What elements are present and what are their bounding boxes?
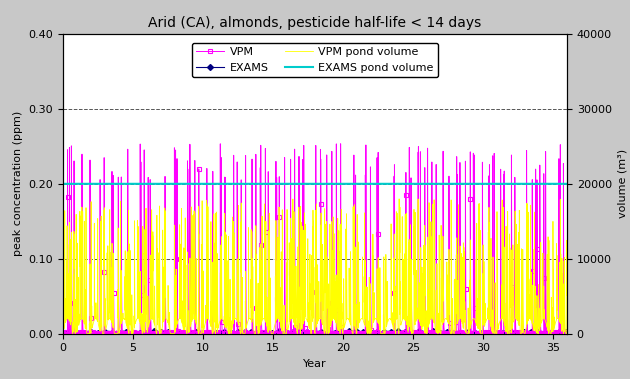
VPM — [224, 331, 232, 335]
Line: EXAMS: EXAMS — [61, 329, 569, 335]
VPM pond volume — [297, 298, 305, 302]
EXAMS — [297, 330, 305, 334]
EXAMS — [103, 331, 111, 335]
EXAMS pond volume — [224, 182, 232, 186]
Title: Arid (CA), almonds, pesticide half-life < 14 days: Arid (CA), almonds, pesticide half-life … — [149, 16, 481, 30]
EXAMS pond volume — [59, 182, 67, 186]
Legend: VPM, EXAMS, VPM pond volume, EXAMS pond volume: VPM, EXAMS, VPM pond volume, EXAMS pond … — [192, 43, 438, 77]
VPM — [59, 330, 67, 335]
EXAMS — [344, 331, 352, 336]
Line: VPM pond volume: VPM pond volume — [63, 199, 567, 334]
EXAMS pond volume — [297, 182, 305, 186]
EXAMS — [563, 331, 571, 336]
VPM — [337, 141, 345, 146]
EXAMS pond volume — [252, 182, 260, 186]
EXAMS pond volume — [361, 182, 369, 186]
VPM pond volume — [563, 293, 571, 298]
Y-axis label: volume (m³): volume (m³) — [617, 149, 627, 218]
EXAMS pond volume — [482, 182, 490, 186]
VPM — [526, 331, 534, 336]
X-axis label: Year: Year — [303, 359, 327, 369]
VPM pond volume — [224, 330, 232, 335]
EXAMS — [413, 329, 420, 334]
VPM pond volume — [252, 292, 260, 296]
VPM pond volume — [103, 280, 111, 284]
EXAMS — [482, 330, 490, 334]
VPM — [361, 331, 369, 335]
VPM pond volume — [482, 319, 490, 324]
Line: VPM: VPM — [61, 142, 569, 335]
Y-axis label: peak concentration (ppm): peak concentration (ppm) — [13, 111, 23, 257]
EXAMS pond volume — [563, 182, 571, 186]
EXAMS pond volume — [103, 182, 111, 186]
EXAMS — [224, 330, 232, 335]
VPM pond volume — [361, 299, 369, 304]
VPM — [103, 330, 111, 335]
EXAMS — [361, 330, 369, 334]
VPM — [252, 331, 260, 335]
VPM — [297, 330, 305, 335]
VPM — [482, 330, 490, 335]
VPM pond volume — [396, 197, 403, 201]
VPM pond volume — [59, 331, 67, 336]
VPM — [563, 330, 571, 335]
EXAMS — [252, 329, 260, 334]
EXAMS — [59, 331, 67, 335]
